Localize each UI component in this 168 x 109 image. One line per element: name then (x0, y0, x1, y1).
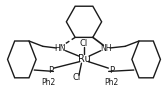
Text: Cl: Cl (72, 73, 81, 82)
Text: Cl: Cl (80, 39, 88, 48)
Text: NH: NH (100, 44, 112, 53)
Text: HN: HN (55, 44, 66, 53)
Text: P: P (109, 66, 114, 75)
Text: Ph2: Ph2 (41, 78, 55, 87)
Text: Ru: Ru (78, 54, 90, 64)
Text: Ph2: Ph2 (104, 78, 118, 87)
Text: P: P (48, 66, 53, 75)
